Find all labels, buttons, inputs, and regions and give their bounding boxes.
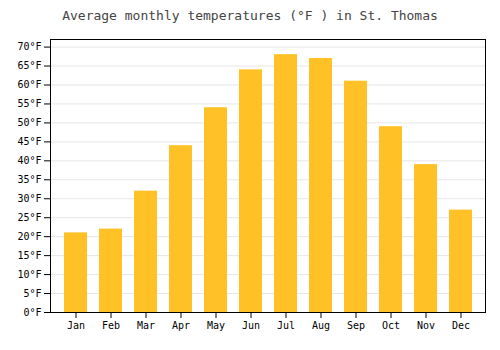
svg-text:20°F: 20°F: [17, 231, 41, 242]
svg-text:Jun: Jun: [242, 320, 260, 331]
svg-text:10°F: 10°F: [17, 269, 41, 280]
svg-text:Oct: Oct: [382, 320, 400, 331]
svg-text:40°F: 40°F: [17, 155, 41, 166]
svg-text:Dec: Dec: [452, 320, 470, 331]
svg-text:5°F: 5°F: [23, 288, 41, 299]
svg-text:Mar: Mar: [137, 320, 155, 331]
svg-text:0°F: 0°F: [23, 307, 41, 318]
svg-text:15°F: 15°F: [17, 250, 41, 261]
svg-text:Nov: Nov: [417, 320, 435, 331]
svg-text:25°F: 25°F: [17, 212, 41, 223]
svg-text:65°F: 65°F: [17, 60, 41, 71]
svg-text:30°F: 30°F: [17, 193, 41, 204]
svg-text:Aug: Aug: [312, 320, 330, 331]
svg-text:Feb: Feb: [102, 320, 120, 331]
html-text:Average monthly temperatures (: Average monthly temperatures (°F ) in St…: [62, 8, 438, 23]
svg-text:35°F: 35°F: [17, 174, 41, 185]
svg-text:55°F: 55°F: [17, 98, 41, 109]
svg-text:50°F: 50°F: [17, 117, 41, 128]
svg-text:Jan: Jan: [67, 320, 85, 331]
svg-text:Sep: Sep: [347, 320, 365, 331]
svg-text:70°F: 70°F: [17, 41, 41, 52]
svg-text:60°F: 60°F: [17, 79, 41, 90]
svg-text:Jul: Jul: [277, 320, 295, 331]
svg-text:Apr: Apr: [172, 320, 190, 331]
svg-text:45°F: 45°F: [17, 136, 41, 147]
svg-text:May: May: [207, 320, 225, 331]
